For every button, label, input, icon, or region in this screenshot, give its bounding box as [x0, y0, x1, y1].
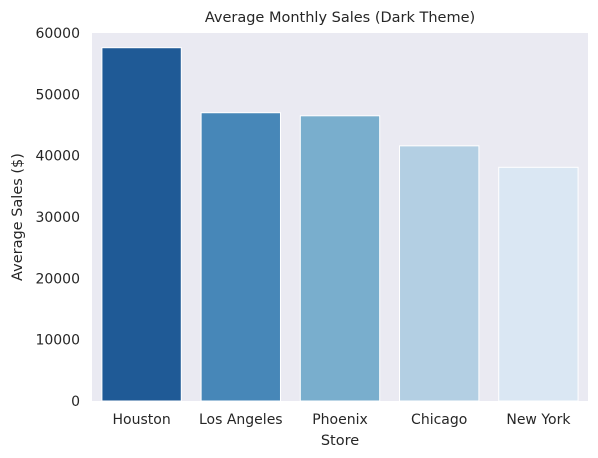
x-tick-label: Phoenix [312, 412, 368, 428]
bars-group [101, 47, 579, 402]
x-axis-label: Store [321, 433, 359, 449]
bar-los-angeles [200, 112, 281, 402]
y-tick-label: 30000 [35, 210, 80, 226]
y-tick-label: 0 [71, 394, 80, 410]
bar-chicago [399, 145, 480, 402]
x-tick-label: Los Angeles [199, 412, 283, 428]
y-tick-label: 40000 [35, 149, 80, 165]
chart-title: Average Monthly Sales (Dark Theme) [205, 10, 475, 26]
x-axis-ticks: Houston Los Angeles Phoenix Chicago New York [113, 412, 572, 428]
bar-houston [101, 47, 182, 402]
y-axis-ticks: 0 10000 20000 30000 40000 50000 60000 [35, 26, 80, 410]
y-axis-label: Average Sales ($) [10, 153, 26, 281]
y-tick-label: 10000 [35, 333, 80, 349]
y-tick-label: 60000 [35, 26, 80, 42]
bar-phoenix [299, 115, 381, 402]
x-tick-label: Houston [113, 412, 171, 428]
x-tick-label: Chicago [411, 412, 467, 428]
bar-new-york [498, 166, 579, 402]
y-tick-label: 20000 [35, 271, 80, 287]
x-tick-label: New York [506, 412, 571, 428]
y-tick-label: 50000 [35, 87, 80, 103]
